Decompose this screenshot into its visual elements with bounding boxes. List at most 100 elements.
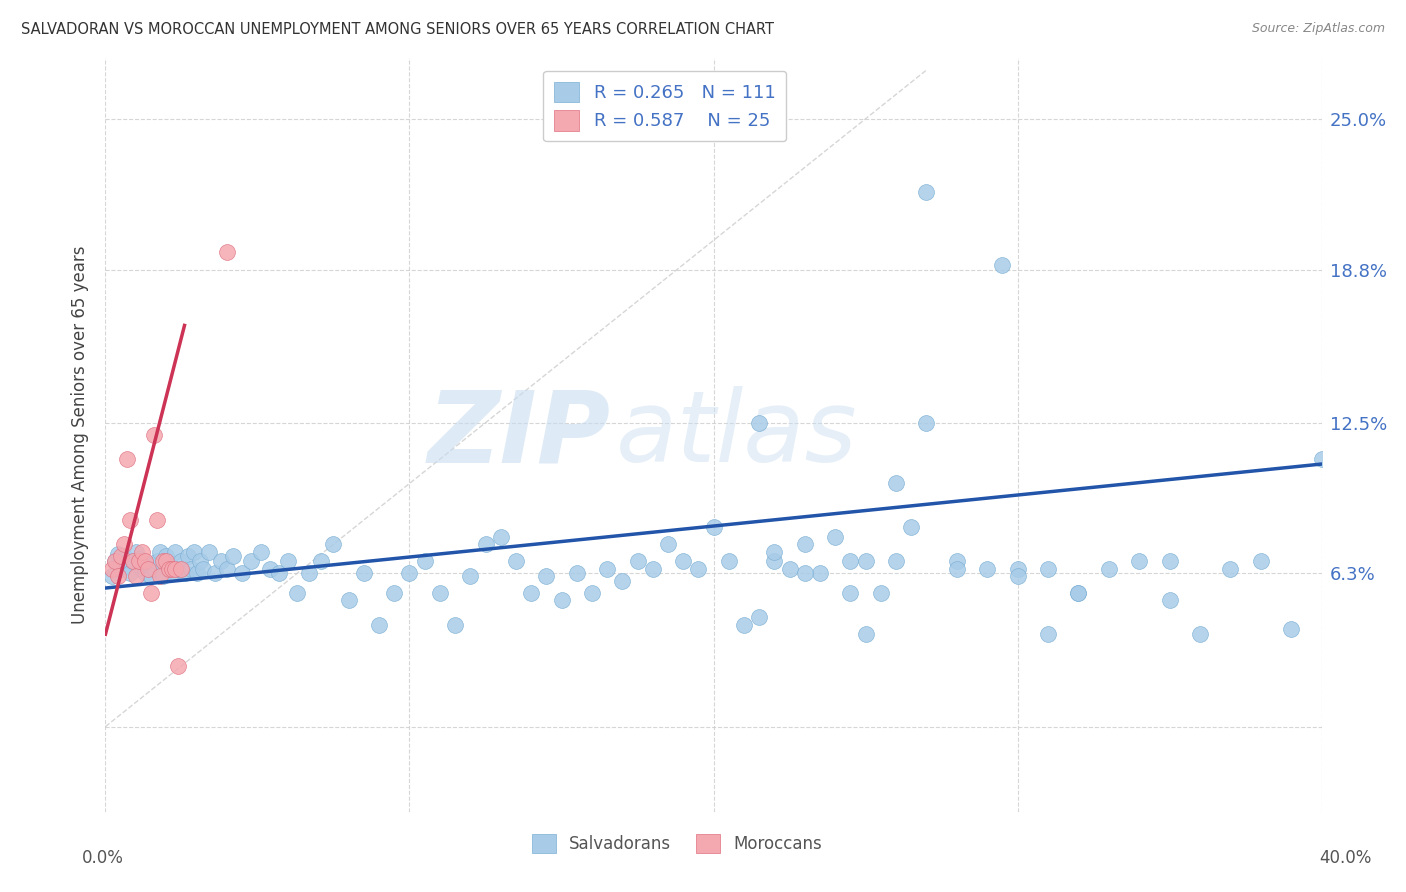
Point [824,530,846,544]
Point [162,561,184,575]
Point [134,566,156,581]
Point [162,566,184,581]
Point [976,561,998,575]
Point [100,561,122,575]
Point [134,554,156,568]
Point [505,554,527,568]
Point [550,593,572,607]
Point [143,428,166,442]
Point [520,586,543,600]
Point [581,586,603,600]
Point [1159,554,1181,568]
Point [103,554,125,568]
Point [198,544,221,558]
Text: 40.0%: 40.0% [1319,849,1372,867]
Text: Source: ZipAtlas.com: Source: ZipAtlas.com [1251,22,1385,36]
Point [267,566,290,581]
Point [1036,627,1059,641]
Point [915,416,938,430]
Point [139,569,162,583]
Point [839,554,862,568]
Point [536,569,558,583]
Point [869,586,891,600]
Text: atlas: atlas [616,386,858,483]
Point [322,537,344,551]
Point [112,537,135,551]
Point [103,554,125,568]
Point [1036,561,1059,575]
Point [884,476,907,491]
Point [855,554,877,568]
Point [121,554,143,568]
Point [209,554,232,568]
Point [1159,593,1181,607]
Point [149,544,172,558]
Point [1007,569,1029,583]
Legend: Salvadorans, Moroccans: Salvadorans, Moroccans [526,828,828,860]
Point [155,549,177,564]
Point [474,537,496,551]
Point [429,586,451,600]
Point [672,554,695,568]
Point [143,561,166,575]
Point [368,617,391,632]
Text: ZIP: ZIP [427,386,610,483]
Point [128,552,150,566]
Point [217,245,239,260]
Point [139,586,162,600]
Point [657,537,679,551]
Point [112,549,135,564]
Point [136,557,159,571]
Point [1098,561,1121,575]
Point [991,258,1014,272]
Point [165,561,187,575]
Point [748,610,770,624]
Point [222,549,245,564]
Point [337,593,360,607]
Point [259,561,281,575]
Point [489,530,512,544]
Point [1067,586,1090,600]
Point [884,554,907,568]
Point [748,416,770,430]
Point [107,569,129,583]
Point [808,566,831,581]
Point [136,561,159,575]
Point [115,559,138,574]
Point [298,566,321,581]
Point [157,561,180,575]
Point [131,561,153,575]
Point [231,566,253,581]
Point [763,544,786,558]
Point [204,566,226,581]
Point [311,554,333,568]
Point [155,554,177,568]
Point [353,566,375,581]
Point [779,561,801,575]
Point [945,561,967,575]
Point [100,569,122,583]
Point [121,554,143,568]
Point [176,549,198,564]
Point [110,549,132,564]
Point [612,574,634,588]
Point [152,554,174,568]
Point [167,561,190,575]
Y-axis label: Unemployment Among Seniors over 65 years: Unemployment Among Seniors over 65 years [72,245,90,624]
Point [183,544,205,558]
Point [125,569,148,583]
Point [180,561,202,575]
Point [793,566,815,581]
Point [170,554,193,568]
Point [131,544,153,558]
Point [413,554,436,568]
Point [688,561,710,575]
Point [125,544,148,558]
Point [170,561,193,575]
Point [1067,586,1090,600]
Point [118,566,141,581]
Point [115,452,138,467]
Point [1128,554,1150,568]
Point [382,586,405,600]
Point [626,554,648,568]
